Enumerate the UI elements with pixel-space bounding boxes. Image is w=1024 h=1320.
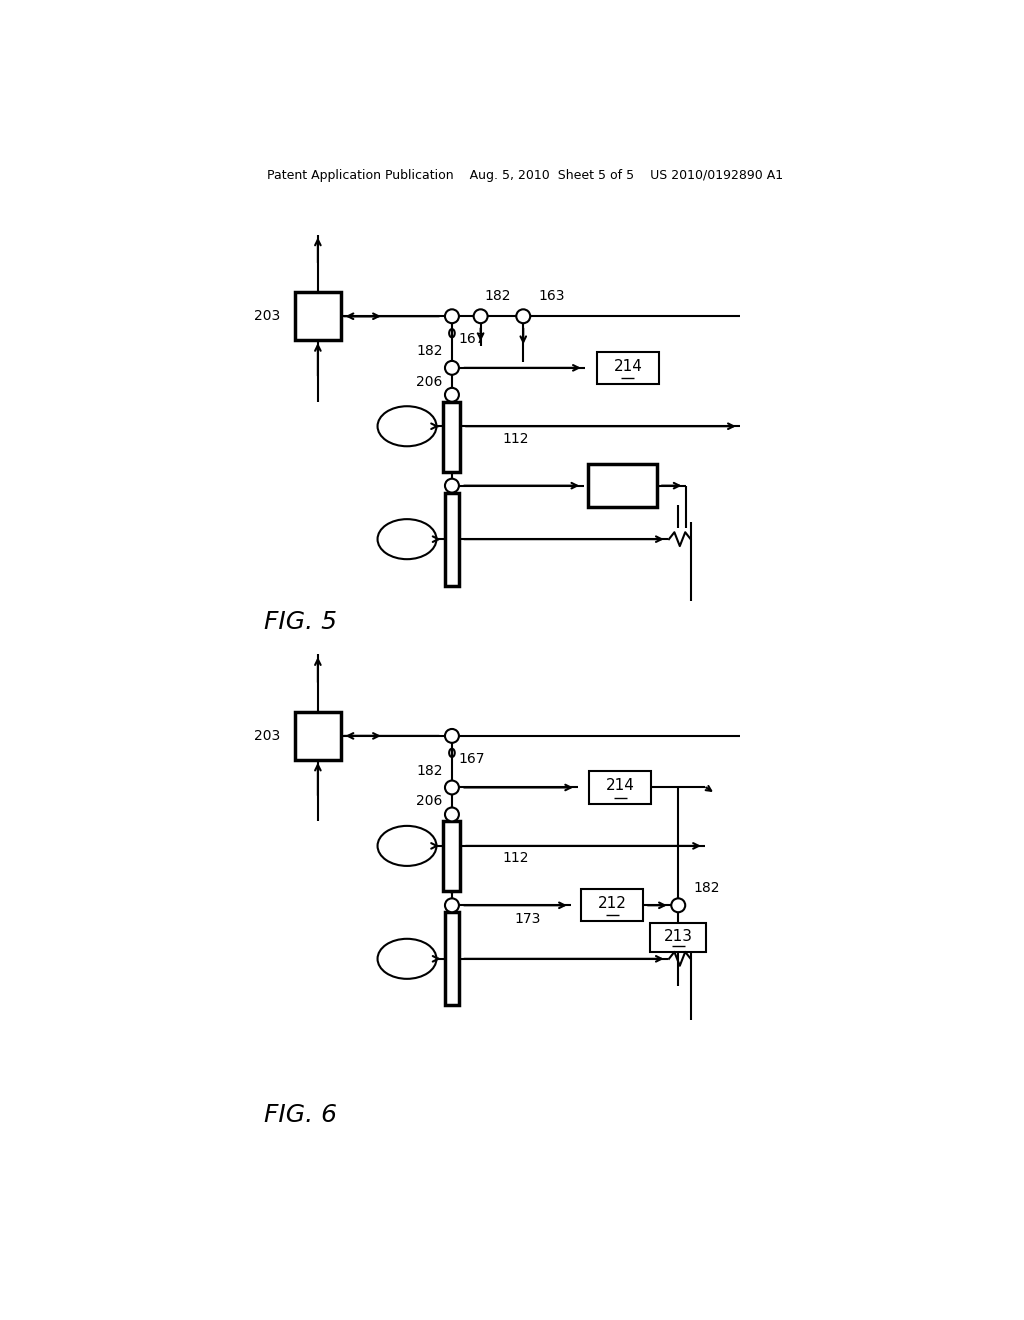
Text: 173: 173 xyxy=(514,912,541,927)
Text: FIG. 5: FIG. 5 xyxy=(263,610,337,634)
Circle shape xyxy=(445,309,459,323)
Circle shape xyxy=(445,808,459,821)
Circle shape xyxy=(672,899,685,912)
Circle shape xyxy=(474,309,487,323)
Text: 112: 112 xyxy=(503,432,528,446)
Bar xyxy=(650,923,707,952)
Bar xyxy=(445,492,459,586)
Text: 212: 212 xyxy=(598,896,627,911)
Text: 112: 112 xyxy=(503,851,528,865)
Bar xyxy=(597,351,658,384)
Text: 182: 182 xyxy=(693,882,720,895)
Text: 163: 163 xyxy=(539,289,565,304)
Bar xyxy=(295,711,341,760)
Text: 182: 182 xyxy=(416,345,442,358)
Bar xyxy=(443,401,461,471)
Text: 206: 206 xyxy=(417,795,442,808)
Text: FIG. 6: FIG. 6 xyxy=(263,1102,337,1127)
Bar xyxy=(445,912,459,1006)
Text: 214: 214 xyxy=(605,779,635,793)
Circle shape xyxy=(445,360,459,375)
Text: 214: 214 xyxy=(613,359,642,374)
Bar xyxy=(295,293,341,341)
Text: 203: 203 xyxy=(254,309,281,323)
Text: 213: 213 xyxy=(664,928,693,944)
Text: 182: 182 xyxy=(484,289,511,304)
Circle shape xyxy=(445,899,459,912)
Bar xyxy=(582,890,643,921)
Text: 167: 167 xyxy=(458,333,484,346)
Circle shape xyxy=(445,729,459,743)
Circle shape xyxy=(516,309,530,323)
Circle shape xyxy=(445,388,459,401)
Text: Patent Application Publication    Aug. 5, 2010  Sheet 5 of 5    US 2010/0192890 : Patent Application Publication Aug. 5, 2… xyxy=(266,169,783,182)
Circle shape xyxy=(445,780,459,795)
Circle shape xyxy=(445,479,459,492)
Bar xyxy=(443,821,461,891)
Bar xyxy=(588,465,657,507)
Text: 206: 206 xyxy=(417,375,442,388)
Bar xyxy=(589,771,651,804)
Text: 182: 182 xyxy=(416,763,442,777)
Text: 167: 167 xyxy=(458,752,484,766)
Text: 203: 203 xyxy=(254,729,281,743)
